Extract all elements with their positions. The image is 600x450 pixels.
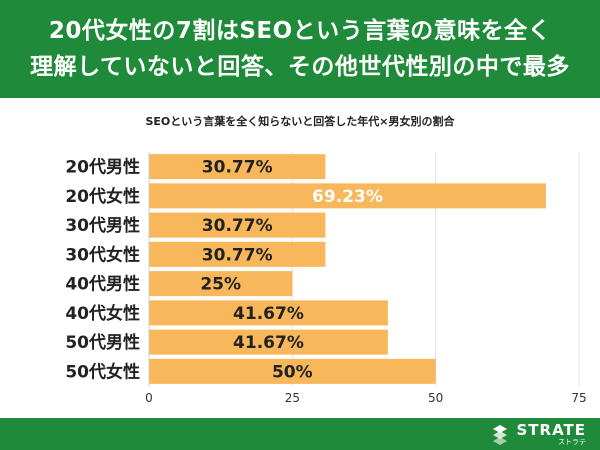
bar-chart: 0 25 50 75 20代男性 30.77% 20代女性 69.23% 30代男性 30.77%… bbox=[65, 152, 587, 405]
chart-title: SEOという言葉を全く知らないと回答した年代×男女別の割合 bbox=[145, 115, 455, 128]
bar bbox=[149, 154, 326, 180]
headline-line-2: 理解していないと回答、その他世代性別の中で最多 bbox=[30, 54, 570, 80]
data-label: 69.23% bbox=[312, 187, 383, 207]
strate-logo-icon bbox=[493, 425, 508, 445]
bar bbox=[149, 271, 293, 297]
data-label: 41.67% bbox=[233, 333, 304, 353]
x-tick-label: 50 bbox=[428, 391, 443, 405]
logo-subtext: ストラテ bbox=[558, 437, 586, 446]
category-label: 40代女性 bbox=[65, 303, 140, 324]
strate-logo: STRATE ストラテ bbox=[489, 421, 586, 447]
data-label: 50% bbox=[272, 362, 313, 382]
bar bbox=[149, 329, 388, 355]
data-label: 30.77% bbox=[202, 245, 273, 265]
bar bbox=[149, 183, 546, 209]
x-tick-label: 75 bbox=[571, 391, 586, 405]
category-label: 40代男性 bbox=[65, 274, 140, 295]
bar bbox=[149, 212, 326, 238]
data-label: 41.67% bbox=[233, 304, 304, 324]
header-banner: 20代女性の7割はSEOという言葉の意味を全く 理解していないと回答、その他世代… bbox=[0, 0, 600, 98]
x-tick-label: 0 bbox=[145, 391, 153, 405]
category-label: 20代女性 bbox=[65, 186, 140, 207]
category-label: 50代男性 bbox=[65, 332, 140, 353]
category-label: 30代女性 bbox=[65, 244, 140, 265]
logo-name: STRATE bbox=[516, 420, 586, 439]
category-label: 30代男性 bbox=[65, 215, 140, 236]
category-label: 50代女性 bbox=[65, 361, 140, 382]
bar bbox=[149, 300, 388, 326]
category-label: 20代男性 bbox=[65, 157, 140, 178]
headline-line-1: 20代女性の7割はSEOという言葉の意味を全く bbox=[48, 18, 552, 44]
footer-banner: STRATE ストラテ bbox=[0, 418, 600, 450]
x-tick-label: 25 bbox=[285, 391, 300, 405]
bar bbox=[149, 241, 326, 267]
data-label: 25% bbox=[200, 275, 241, 295]
bar bbox=[149, 358, 436, 384]
data-label: 30.77% bbox=[202, 216, 273, 236]
data-label: 30.77% bbox=[202, 158, 273, 178]
